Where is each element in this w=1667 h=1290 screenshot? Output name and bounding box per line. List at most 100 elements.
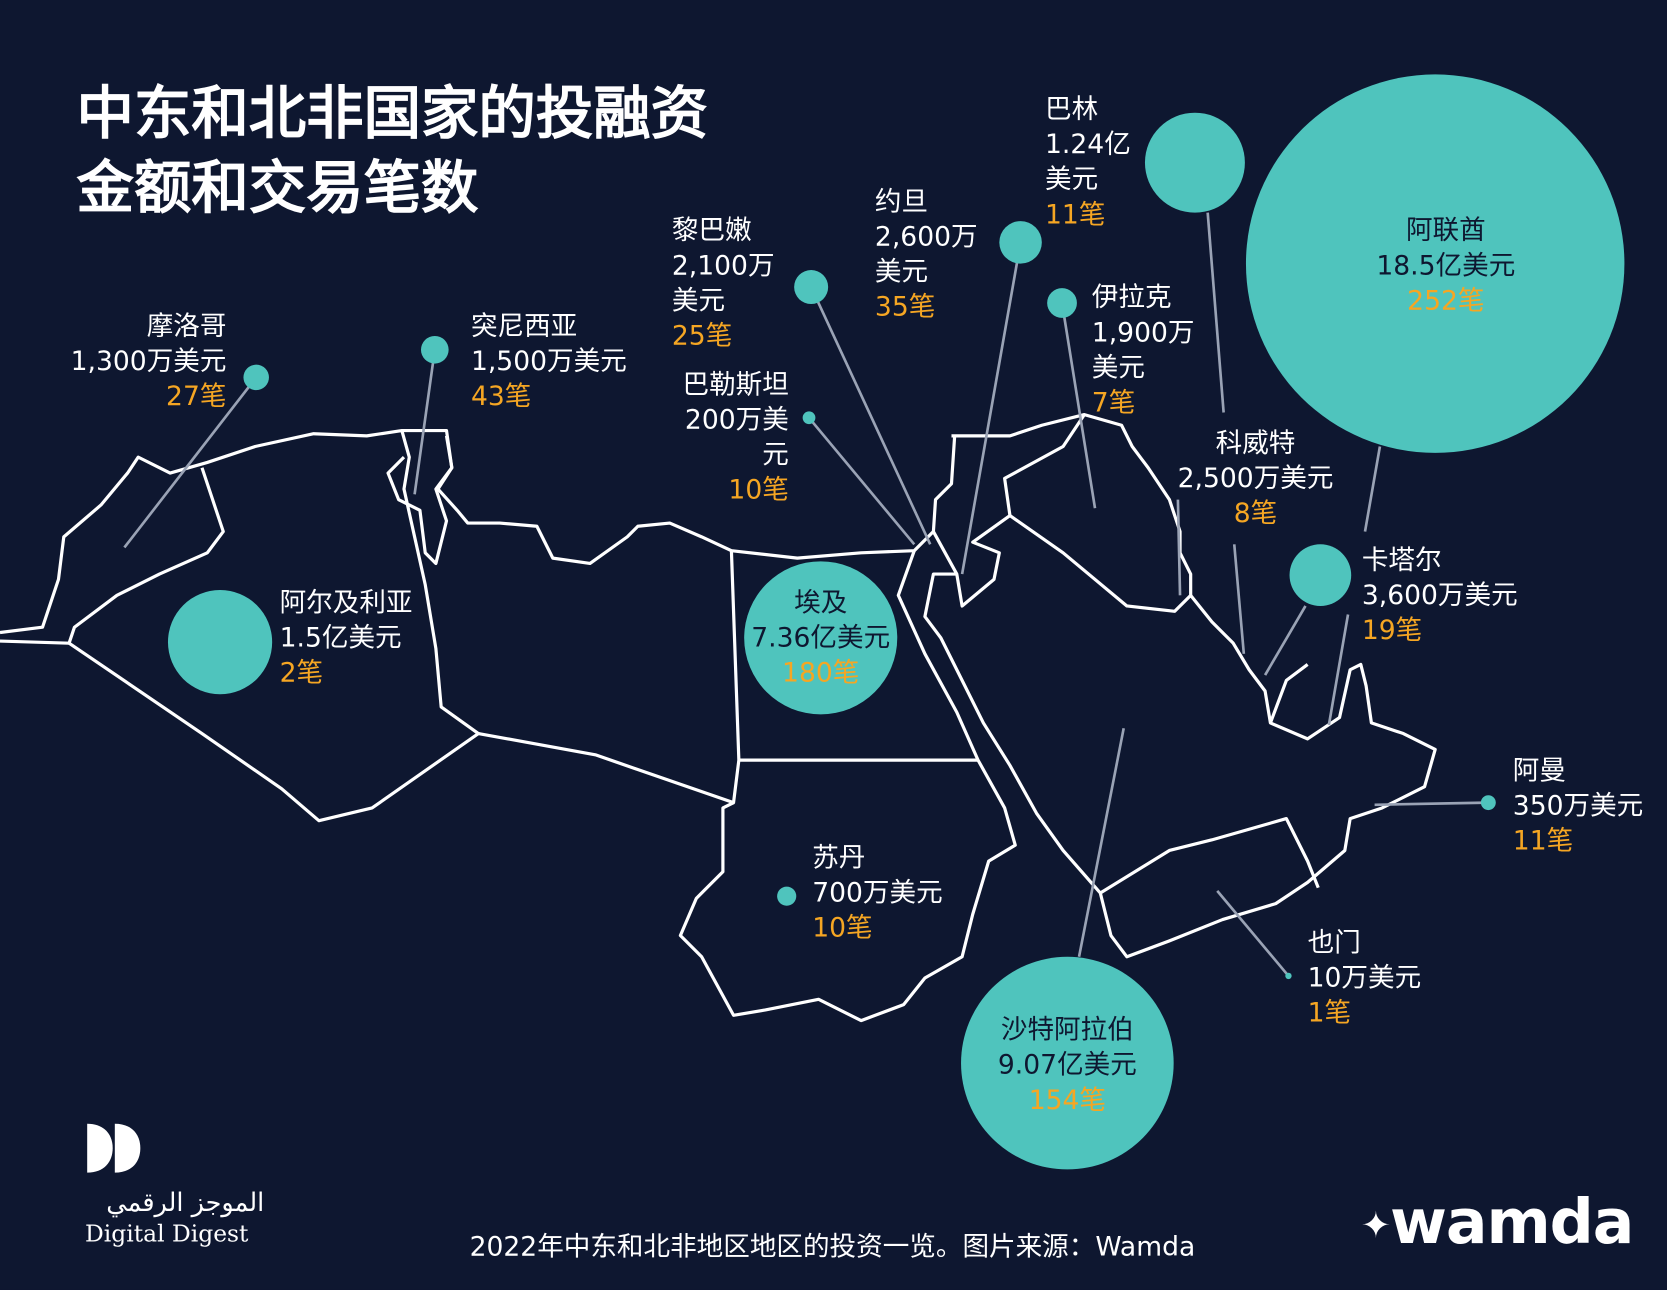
leader-morocco <box>123 376 258 549</box>
page-title: 中东和北非国家的投融资 金额和交易笔数 <box>77 77 708 226</box>
morocco-border <box>0 467 225 645</box>
amount-unit: 美元 <box>874 256 929 288</box>
leader-iraq <box>1060 302 1097 509</box>
digital-digest-english: Digital Digest <box>85 1221 249 1249</box>
country-name: 巴勒斯坦 <box>682 368 789 400</box>
bubble-bahrain <box>1144 112 1245 213</box>
label-oman: 阿曼 350万美元 11笔 <box>1513 753 1643 858</box>
country-borders <box>0 413 1437 1023</box>
amount: 2,600万 <box>874 221 978 252</box>
bubble-qatar <box>1289 544 1352 606</box>
deal-count: 27笔 <box>166 380 227 412</box>
title-line-1: 中东和北非国家的投融资 <box>76 79 709 147</box>
deal-count: 7笔 <box>1091 386 1136 418</box>
label-bahrain: 巴林 1.24亿 美元 11笔 <box>1045 91 1131 231</box>
deal-count: 252笔 <box>1407 284 1485 316</box>
digital-digest-logo: الموجز الرقمي Digital Digest <box>85 1122 264 1249</box>
leader-kuwait-2 <box>1232 544 1246 654</box>
amount: 1,300万美元 <box>70 345 227 377</box>
amount: 350万美元 <box>1512 789 1644 821</box>
deal-count: 154笔 <box>1028 1084 1106 1116</box>
deal-count: 25笔 <box>671 319 733 351</box>
leader-yemen <box>1216 890 1290 977</box>
label-morocco: 摩洛哥 1,300万美元 27笔 <box>71 308 227 413</box>
deal-count: 2笔 <box>279 656 324 688</box>
label-yemen: 也门 10万美元 1笔 <box>1308 925 1422 1030</box>
deal-count: 180笔 <box>782 656 860 688</box>
amount: 1.5亿美元 <box>279 621 402 653</box>
algeria-border <box>68 430 480 823</box>
country-name: 科威特 <box>1215 427 1296 459</box>
leader-bahrain <box>1206 212 1225 413</box>
leader-kuwait <box>1176 499 1182 596</box>
leader-lebanon <box>809 286 932 545</box>
leader-oman <box>1374 801 1489 807</box>
amount: 1,900万 <box>1091 316 1195 348</box>
amount-unit: 美元 <box>1091 351 1145 383</box>
country-name: 阿曼 <box>1512 754 1566 786</box>
bubble-saudi <box>961 956 1174 1170</box>
deal-count: 10笔 <box>728 474 789 505</box>
bubble-algeria <box>167 590 273 695</box>
deal-count: 35笔 <box>874 291 936 323</box>
label-iraq: 伊拉克 1,900万 美元 7笔 <box>1092 280 1195 420</box>
bubble-yemen <box>1285 972 1292 980</box>
label-algeria: 阿尔及利亚 1.5亿美元 2笔 <box>280 585 413 690</box>
country-name: 埃及 <box>794 586 848 618</box>
bubble-egypt <box>744 561 898 715</box>
leader-saudi <box>1077 727 1126 958</box>
iraq-border <box>1003 413 1086 516</box>
leader-tunisia <box>413 349 437 495</box>
amount: 7.36亿美元 <box>751 621 891 653</box>
country-name: 突尼西亚 <box>470 310 578 342</box>
country-name: 卡塔尔 <box>1361 544 1442 576</box>
label-egypt: 埃及 7.36亿美元 180笔 <box>751 585 890 690</box>
bubble-morocco <box>243 364 269 391</box>
label-sudan: 苏丹 700万美元 10笔 <box>812 840 942 945</box>
leader-palestine <box>807 416 916 546</box>
label-qatar: 卡塔尔 3,600万美元 19笔 <box>1362 542 1518 647</box>
country-name: 苏丹 <box>812 841 866 873</box>
label-kuwait: 科威特 2,500万美元 8笔 <box>1178 425 1334 530</box>
country-name: 约旦 <box>874 186 929 217</box>
amount: 18.5亿美元 <box>1376 249 1516 281</box>
country-name: 巴林 <box>1045 93 1099 125</box>
bubble-tunisia <box>420 335 449 364</box>
leader-qatar <box>1263 605 1307 676</box>
title-line-2: 金额和交易笔数 <box>76 154 479 222</box>
bubble-jordan <box>999 221 1042 264</box>
label-saudi: 沙特阿拉伯 9.07亿美元 154笔 <box>998 1012 1137 1117</box>
tunisia-border <box>386 435 454 566</box>
libya-border <box>478 550 741 805</box>
digital-digest-mark-icon <box>87 1123 141 1173</box>
country-name: 摩洛哥 <box>146 310 227 342</box>
deal-count: 43笔 <box>470 380 532 412</box>
country-name: 阿联酋 <box>1405 214 1486 246</box>
deal-count: 19笔 <box>1361 614 1423 646</box>
country-name: 伊拉克 <box>1091 281 1172 313</box>
deal-count: 8笔 <box>1233 497 1278 529</box>
bubble-sudan <box>777 886 797 906</box>
country-name: 沙特阿拉伯 <box>1000 1014 1134 1046</box>
bubble-iraq <box>1047 288 1077 318</box>
egypt-east <box>678 550 1017 1023</box>
arabia-coast <box>923 572 1437 959</box>
deal-count: 11笔 <box>1045 198 1106 230</box>
leader-lines <box>123 212 1489 977</box>
leader-uae <box>1363 446 1382 532</box>
deal-count: 1笔 <box>1307 997 1352 1029</box>
country-name: 阿尔及利亚 <box>279 586 413 618</box>
wamda-logo: ✦wamda <box>1360 1185 1635 1257</box>
amount-unit: 美元 <box>671 284 726 316</box>
label-jordan: 约旦 2,600万 美元 35笔 <box>875 184 978 324</box>
amount-unit: 元 <box>762 439 789 470</box>
country-name: 也门 <box>1307 927 1361 958</box>
amount: 1,500万美元 <box>470 345 627 377</box>
deal-count: 10笔 <box>812 912 873 943</box>
sparkle-icon: ✦ <box>1360 1204 1391 1247</box>
amount: 9.07亿美元 <box>997 1049 1137 1081</box>
amount: 2,500万美元 <box>1177 462 1334 494</box>
bubbles <box>167 74 1625 1170</box>
bubble-palestine <box>802 411 816 425</box>
